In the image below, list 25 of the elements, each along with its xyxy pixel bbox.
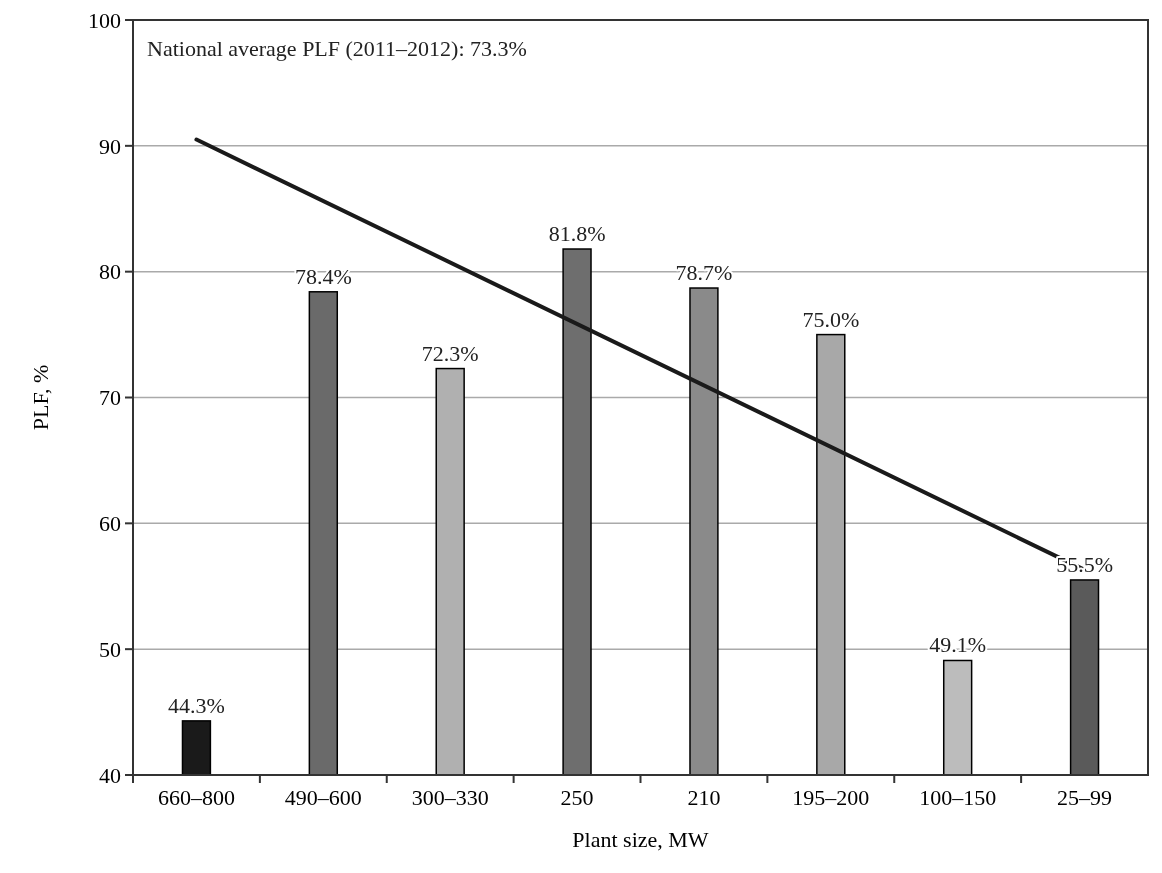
y-tick-label: 70 [99, 385, 121, 411]
text: 75.0% [802, 306, 860, 332]
x-tick-label: 210 [687, 785, 721, 810]
x-tick-label: 25–99 [1057, 785, 1113, 810]
y-tick-label: 100 [88, 7, 121, 33]
annotation: National average PLF (2011–2012): 73.3% [147, 36, 527, 61]
y-tick-label: 90 [99, 133, 121, 159]
y-axis-title: PLF, % [28, 364, 53, 431]
x-tick-label: 195–200 [792, 785, 870, 810]
y-tick-label: 40 [99, 762, 121, 788]
x-tick-label: 490–600 [284, 785, 362, 810]
text: 81.8% [548, 221, 606, 247]
x-tick-label: 100–150 [919, 785, 997, 810]
y-tick-label: 60 [99, 511, 121, 537]
y-tick-label: 50 [99, 636, 121, 662]
text: 49.1% [929, 632, 987, 658]
text: 44.3% [168, 692, 225, 718]
text: 78.7% [675, 260, 733, 286]
y-tick-label: 80 [99, 259, 121, 285]
x-tick-label: 300–330 [411, 785, 489, 810]
text: 72.3% [421, 340, 479, 366]
text: 78.4% [294, 263, 352, 289]
x-axis-title: Plant size, MW [572, 827, 709, 852]
x-tick-label: 660–800 [157, 785, 235, 810]
x-tick-label: 250 [560, 785, 594, 810]
